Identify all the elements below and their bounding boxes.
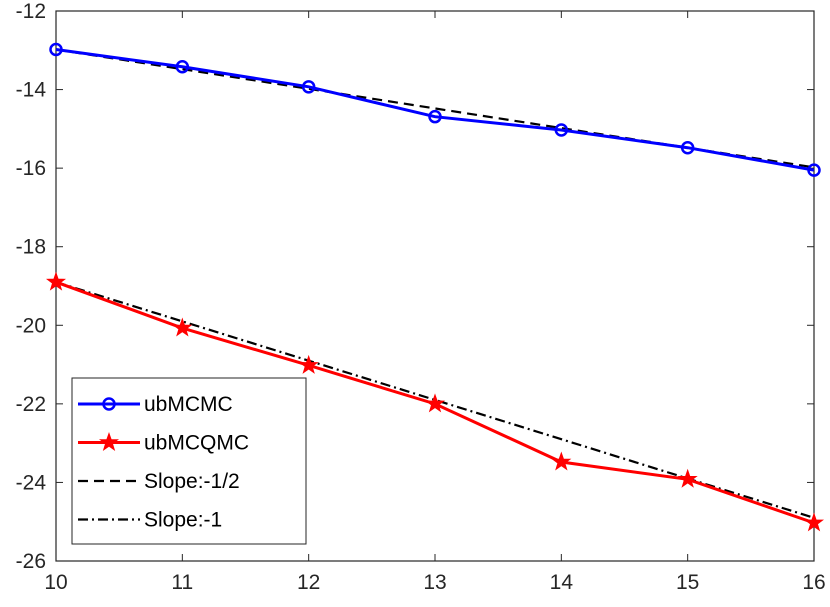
data-point (803, 512, 825, 532)
y-tick-label: -22 (16, 393, 46, 416)
data-point (807, 163, 821, 177)
legend-label: ubMCMC (144, 393, 233, 416)
legend-marker (98, 431, 120, 452)
series-group (45, 42, 825, 532)
x-tick-label: 16 (802, 571, 825, 594)
legend-label: Slope:-1 (144, 509, 222, 532)
y-tick-label: -18 (16, 236, 46, 259)
data-point (175, 60, 190, 74)
legend: ubMCMC ubMCQMC Slope:-1/2 Slope:-1 (71, 377, 307, 545)
x-tick-label: 12 (297, 571, 320, 594)
data-point (49, 42, 63, 57)
data-point (680, 140, 695, 155)
series-line (55, 48, 815, 172)
y-tick-label: -12 (16, 0, 46, 23)
legend-marker (102, 397, 116, 411)
data-point (551, 451, 572, 471)
y-tick-label: -14 (16, 79, 47, 102)
data-point (298, 354, 319, 374)
y-tick-label: -16 (16, 157, 46, 180)
x-tick-label: 15 (676, 571, 699, 594)
data-point (424, 393, 446, 413)
series-ubmcqmc (45, 271, 825, 532)
x-tick-label: 14 (550, 571, 574, 594)
y-tick-label: -20 (16, 314, 46, 337)
data-point (45, 271, 67, 291)
axes: 10 11 12 13 14 15 16 -26 -24 -22 -20 -18 -16 -14 -12 (16, 0, 826, 594)
x-tick-label: 11 (171, 571, 193, 594)
data-point (301, 80, 316, 94)
legend-label: ubMCQMC (144, 432, 249, 455)
y-tick-label: -24 (16, 471, 47, 494)
data-point (554, 123, 569, 137)
y-tick-label: -26 (16, 550, 46, 573)
series-ubmcmc (49, 42, 821, 177)
data-point (677, 468, 698, 488)
data-point (428, 109, 442, 124)
legend-box (71, 377, 307, 545)
data-point (172, 317, 193, 337)
x-tick-label: 13 (423, 571, 446, 594)
x-tick-label: 10 (44, 571, 67, 594)
legend-label: Slope:-1/2 (144, 470, 240, 493)
